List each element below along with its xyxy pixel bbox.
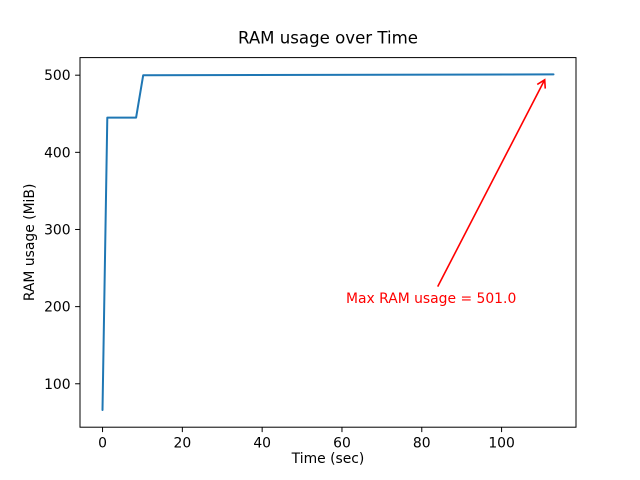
y-tick-label: 100: [44, 377, 71, 393]
y-axis-label: RAM usage (MiB): [22, 184, 38, 302]
x-tick-label: 100: [488, 436, 515, 452]
x-tick-label: 20: [174, 436, 192, 452]
x-axis-ticks: 0 20 40 60 80 100: [98, 427, 515, 452]
plot-area: [79, 57, 577, 428]
y-tick-label: 500: [44, 68, 71, 84]
x-tick-label: 0: [98, 436, 107, 452]
x-tick-label: 80: [413, 436, 431, 452]
x-tick-label: 40: [253, 436, 271, 452]
annotation-text: Max RAM usage = 501.0: [346, 291, 516, 307]
chart-title: RAM usage over Time: [238, 29, 418, 48]
y-tick-label: 400: [44, 145, 71, 161]
annotation-arrow: [436, 78, 547, 287]
y-tick-label: 200: [44, 300, 71, 316]
ram-usage-line: [101, 73, 555, 411]
x-tick-label: 60: [333, 436, 351, 452]
series-group: [101, 73, 555, 411]
x-axis-label: Time (sec): [291, 451, 365, 467]
y-axis-ticks: 100 200 300 400 500: [44, 68, 80, 393]
y-tick-label: 300: [44, 222, 71, 238]
